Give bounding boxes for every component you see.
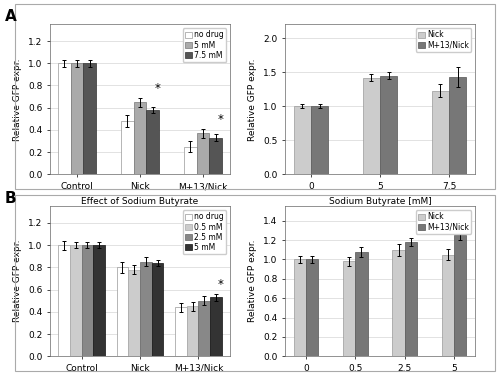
Legend: no drug, 5 mM, 7.5 mM: no drug, 5 mM, 7.5 mM: [182, 28, 226, 62]
Bar: [116, 267, 128, 356]
Y-axis label: Relative GFP expr.: Relative GFP expr.: [248, 58, 258, 141]
Text: *: *: [154, 82, 160, 95]
Bar: [362, 78, 380, 174]
Bar: [187, 306, 198, 356]
Bar: [294, 260, 306, 356]
Bar: [71, 63, 84, 174]
Bar: [82, 245, 93, 356]
Bar: [84, 63, 96, 174]
Bar: [404, 242, 417, 356]
Bar: [184, 147, 196, 174]
Y-axis label: Relative GFP expr.: Relative GFP expr.: [14, 240, 22, 322]
Bar: [146, 110, 159, 174]
Bar: [380, 75, 398, 174]
Y-axis label: Relative GFP expr.: Relative GFP expr.: [248, 240, 258, 322]
Text: *: *: [218, 113, 224, 126]
Bar: [392, 250, 404, 356]
Bar: [210, 297, 222, 356]
Bar: [356, 252, 368, 356]
Bar: [343, 261, 355, 356]
Bar: [442, 255, 454, 356]
Bar: [196, 133, 209, 174]
Bar: [128, 270, 140, 356]
X-axis label: Sodium Butyrate [mM]: Sodium Butyrate [mM]: [328, 196, 432, 206]
Bar: [311, 106, 328, 174]
Bar: [70, 245, 82, 356]
Bar: [140, 262, 151, 356]
Bar: [152, 263, 164, 356]
Bar: [449, 77, 466, 174]
Bar: [198, 301, 210, 356]
Legend: no drug, 0.5 mM, 2.5 mM, 5 mM: no drug, 0.5 mM, 2.5 mM, 5 mM: [182, 210, 226, 254]
Legend: Nick, M+13/Nick: Nick, M+13/Nick: [416, 28, 471, 52]
Text: A: A: [5, 9, 17, 24]
Bar: [454, 235, 466, 356]
Bar: [121, 121, 134, 174]
Bar: [58, 245, 70, 356]
Text: B: B: [5, 191, 16, 206]
Bar: [306, 260, 318, 356]
Y-axis label: Relative GFP expr.: Relative GFP expr.: [14, 58, 22, 141]
Bar: [175, 308, 187, 356]
Bar: [93, 245, 105, 356]
Bar: [134, 102, 146, 174]
Text: *: *: [218, 278, 224, 291]
Bar: [294, 106, 311, 174]
X-axis label: Effect of Sodium Butyrate: Effect of Sodium Butyrate: [82, 196, 198, 206]
Bar: [58, 63, 71, 174]
Legend: Nick, M+13/Nick: Nick, M+13/Nick: [416, 210, 471, 234]
Bar: [432, 90, 449, 174]
Bar: [209, 138, 222, 174]
